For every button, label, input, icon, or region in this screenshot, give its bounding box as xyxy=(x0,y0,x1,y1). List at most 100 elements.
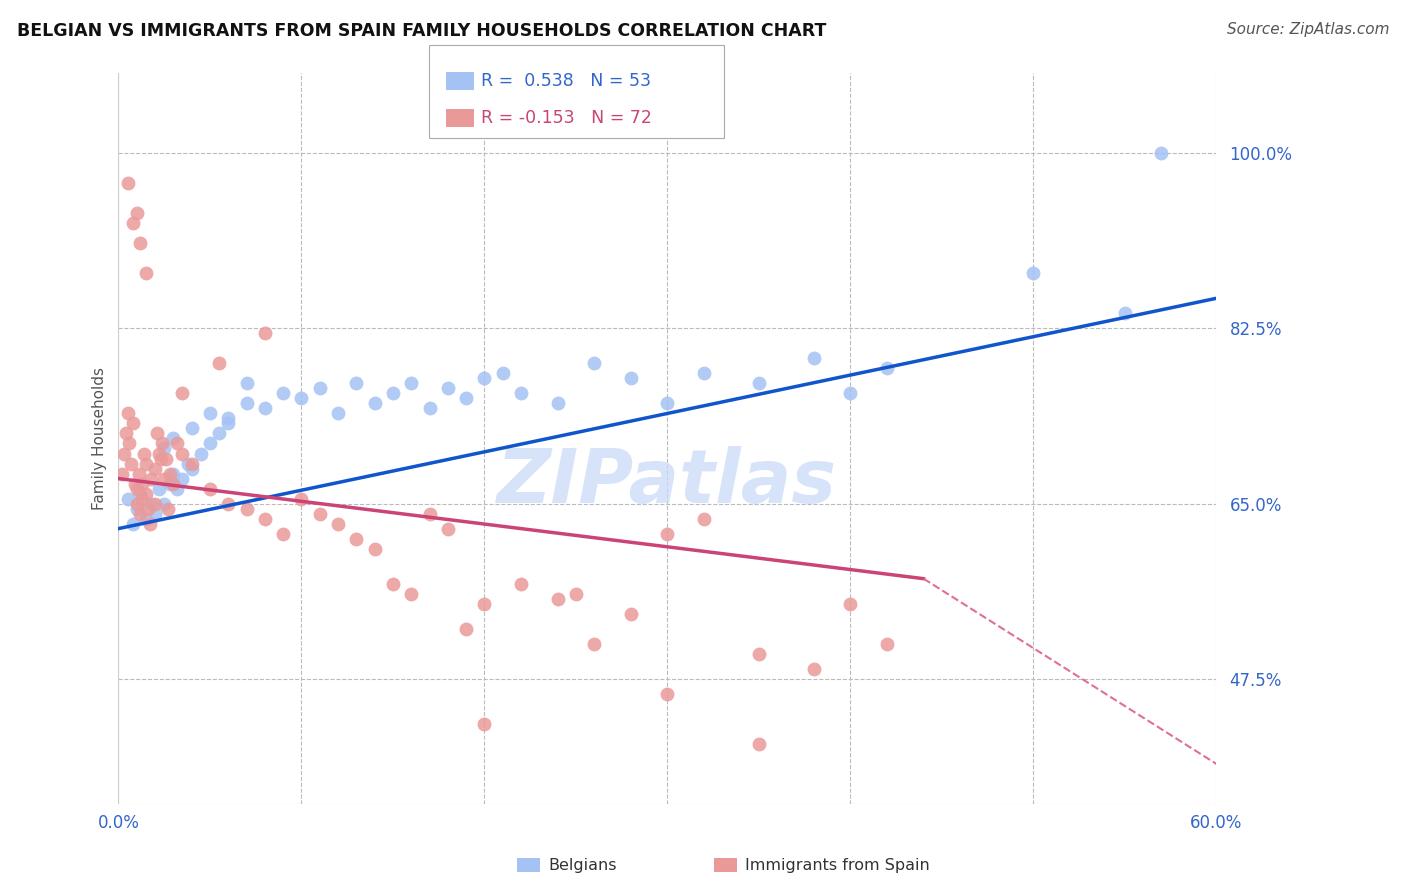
Point xyxy=(125,206,148,220)
Point xyxy=(271,386,294,401)
Point xyxy=(172,446,194,460)
Point xyxy=(583,637,606,651)
Point xyxy=(166,436,188,450)
Point xyxy=(117,407,139,421)
Point xyxy=(122,516,145,531)
Point xyxy=(129,486,152,500)
Point xyxy=(748,737,770,751)
Point xyxy=(583,356,606,370)
Point xyxy=(125,497,148,511)
Point xyxy=(344,532,367,546)
Point xyxy=(326,407,349,421)
Point xyxy=(132,446,155,460)
Point xyxy=(125,501,148,516)
Point xyxy=(117,176,139,190)
Point xyxy=(141,471,163,485)
Point xyxy=(456,622,478,636)
Point xyxy=(492,367,515,381)
Point xyxy=(146,426,169,441)
Point xyxy=(693,367,716,381)
Point xyxy=(235,501,257,516)
Point xyxy=(1150,146,1173,161)
Point xyxy=(657,396,679,410)
Point xyxy=(155,451,177,466)
Point xyxy=(565,587,588,601)
Point xyxy=(208,356,231,370)
Point xyxy=(344,376,367,391)
Point xyxy=(748,376,770,391)
Point xyxy=(153,471,176,485)
Point xyxy=(135,511,157,525)
Point xyxy=(117,491,139,506)
Text: Immigrants from Spain: Immigrants from Spain xyxy=(745,858,929,872)
Point xyxy=(172,386,194,401)
Point xyxy=(177,457,200,471)
Point xyxy=(125,482,148,496)
Point xyxy=(657,687,679,701)
Point xyxy=(456,392,478,406)
Point xyxy=(326,516,349,531)
Point xyxy=(153,497,176,511)
Point xyxy=(198,436,221,450)
Point xyxy=(159,476,181,491)
Point xyxy=(149,451,172,466)
Point xyxy=(363,396,385,410)
Point xyxy=(399,587,422,601)
Point xyxy=(190,446,212,460)
Text: ZIPatlas: ZIPatlas xyxy=(498,446,838,519)
Point xyxy=(135,266,157,280)
Point xyxy=(620,607,643,621)
Point xyxy=(112,446,135,460)
Point xyxy=(308,507,330,521)
Text: Source: ZipAtlas.com: Source: ZipAtlas.com xyxy=(1226,22,1389,37)
Point xyxy=(437,381,460,395)
Point xyxy=(620,371,643,385)
Point xyxy=(135,457,157,471)
Point xyxy=(253,511,276,525)
Point xyxy=(129,236,152,251)
Point xyxy=(118,436,141,450)
Point xyxy=(138,516,160,531)
Point xyxy=(876,361,898,376)
Point xyxy=(162,476,184,491)
Point xyxy=(271,526,294,541)
Point xyxy=(474,371,496,385)
Point xyxy=(148,482,170,496)
Point xyxy=(418,507,440,521)
Point xyxy=(235,396,257,410)
Point xyxy=(474,597,496,611)
Point xyxy=(253,326,276,341)
Point xyxy=(235,376,257,391)
Point xyxy=(114,426,136,441)
Point xyxy=(217,417,239,431)
Point xyxy=(111,467,134,481)
Point xyxy=(547,591,569,606)
Text: BELGIAN VS IMMIGRANTS FROM SPAIN FAMILY HOUSEHOLDS CORRELATION CHART: BELGIAN VS IMMIGRANTS FROM SPAIN FAMILY … xyxy=(17,22,827,40)
Point xyxy=(547,396,569,410)
Point xyxy=(399,376,422,391)
Point xyxy=(208,426,231,441)
Point xyxy=(748,647,770,661)
Point xyxy=(162,467,184,481)
Point xyxy=(308,381,330,395)
Point xyxy=(418,401,440,416)
Point xyxy=(253,401,276,416)
Point xyxy=(1114,306,1136,320)
Point xyxy=(143,461,166,475)
Point xyxy=(180,421,202,435)
Point xyxy=(131,491,153,506)
Point xyxy=(1022,266,1045,280)
Point xyxy=(150,436,173,450)
Point xyxy=(437,522,460,536)
Point xyxy=(839,386,862,401)
Point xyxy=(198,482,221,496)
Point xyxy=(129,507,152,521)
Text: Belgians: Belgians xyxy=(548,858,617,872)
Point xyxy=(120,457,142,471)
Point xyxy=(290,392,312,406)
Point xyxy=(135,486,157,500)
Point xyxy=(217,411,239,425)
Point xyxy=(180,461,202,475)
Point xyxy=(876,637,898,651)
Point xyxy=(474,717,496,731)
